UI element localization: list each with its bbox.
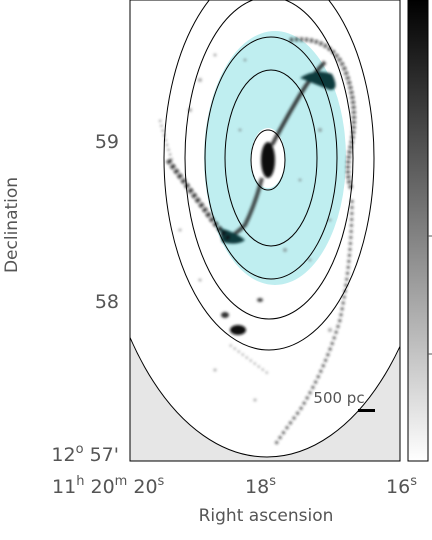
ellipse-contours bbox=[163, 0, 375, 351]
y-tick-label-57: 12o 57' bbox=[51, 442, 119, 466]
x-axis-title: Right ascension bbox=[199, 506, 334, 526]
scale-bar: 500 pc bbox=[313, 389, 375, 412]
scale-bar-label: 500 pc bbox=[313, 389, 364, 407]
y-axis: 59 58 12o 57' Declination bbox=[2, 131, 119, 466]
scale-bar-line bbox=[358, 409, 375, 412]
x-tick-label-20s: 11h 20m 20s bbox=[52, 474, 165, 498]
x-tick-label-16s: 16s bbox=[386, 474, 417, 498]
y-axis-title: Declination bbox=[2, 177, 22, 273]
x-tick-label-18s: 18s bbox=[245, 474, 276, 498]
image-panel: 500 pc bbox=[130, 0, 400, 461]
colorbar-fill bbox=[407, 0, 429, 462]
y-tick-label-59: 59 bbox=[95, 131, 119, 153]
x-axis: 11h 20m 20s 18s 16s Right ascension bbox=[52, 474, 417, 526]
plot-frame bbox=[129, 0, 401, 462]
y-tick-label-58: 58 bbox=[95, 291, 119, 313]
colorbar bbox=[407, 0, 432, 462]
